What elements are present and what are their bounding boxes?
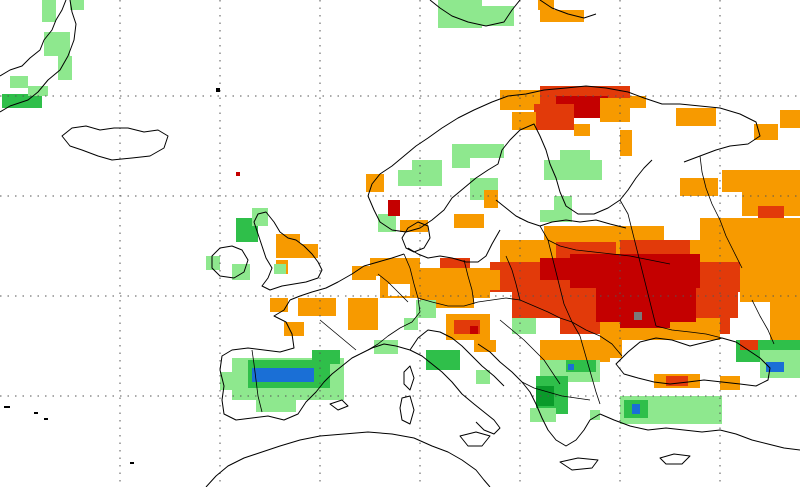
cells-iberia [220,350,344,412]
coast-balkans [477,343,601,447]
coast-svalbard [429,0,597,27]
coast-denmark [401,221,431,253]
coast-greenland [0,0,77,113]
country-borders [251,155,775,413]
cells-scandinavia-green [378,144,602,232]
coast-black-sea [615,337,771,387]
coast-west-europe [219,253,405,421]
coast-iceland [61,125,169,161]
cells-turkey [620,374,740,424]
cells-eastern-europe [460,226,740,340]
cells-central-europe [270,258,622,362]
coast-britain [211,211,323,291]
coast-baltic [407,199,627,263]
anomaly-cells [2,0,800,424]
cells-central-green [374,300,536,384]
cells-svalbard [438,0,584,28]
coast-scandinavia [367,85,761,233]
cells-caucasus [736,340,800,378]
coast-anatolia [599,413,800,451]
coast-islands [329,365,691,471]
cells-greenland [2,0,84,108]
small-islands [4,88,240,464]
coast-italy [359,329,505,435]
coast-north-africa [205,431,491,487]
